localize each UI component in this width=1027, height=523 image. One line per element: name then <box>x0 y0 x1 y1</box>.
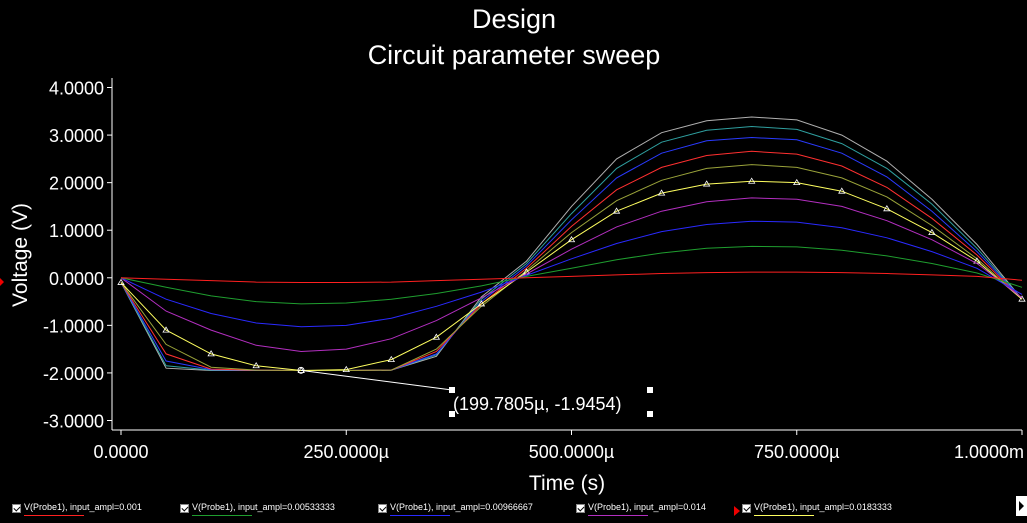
legend-checkbox[interactable] <box>180 504 189 513</box>
x-tick-label: 500.0000µ <box>529 442 614 462</box>
series-line-2 <box>120 220 1023 328</box>
series-point <box>432 333 441 340</box>
legend-label: V(Probe1), input_ampl=0.00533333 <box>192 502 335 512</box>
x-axis-label: Time (s) <box>529 472 605 495</box>
series-point <box>342 365 350 372</box>
series-point <box>838 187 846 194</box>
y-tick-label: -1.0000 <box>43 316 104 336</box>
series-point <box>567 235 576 243</box>
series-line-0 <box>120 271 1023 283</box>
series-point <box>207 350 215 357</box>
y-tick-label: 0.0000 <box>49 269 104 289</box>
y-tick-label: 2.0000 <box>49 174 104 194</box>
series-point <box>793 178 801 186</box>
annotation-leader <box>300 369 453 391</box>
x-tick-label: 250.0000µ <box>304 442 389 462</box>
series-point <box>657 189 666 196</box>
series-line-6 <box>120 150 1023 371</box>
series-point <box>117 278 125 285</box>
series-line-9 <box>120 116 1023 371</box>
y-tick-label: -2.0000 <box>43 364 104 384</box>
series-point <box>162 326 170 333</box>
legend-label: V(Probe1), input_ampl=0.014 <box>588 502 706 512</box>
series-point <box>883 205 891 212</box>
series-point <box>702 180 711 187</box>
series-point <box>477 300 486 307</box>
legend-checkbox[interactable] <box>742 504 751 513</box>
cursor-marker-icon[interactable] <box>0 278 4 286</box>
chart-subtitle: Circuit parameter sweep <box>368 40 661 70</box>
y-tick-label: 3.0000 <box>49 126 104 146</box>
x-tick-label: 1.0000m <box>954 442 1024 462</box>
series-line-3 <box>120 197 1023 353</box>
series-line-7 <box>120 136 1023 371</box>
series-point <box>252 362 260 369</box>
legend-label: V(Probe1), input_ampl=0.0183333 <box>754 502 892 512</box>
annotation-handle[interactable] <box>647 411 653 417</box>
annotation-handle[interactable] <box>647 387 653 393</box>
series-line-1 <box>120 245 1023 305</box>
annotation-label[interactable]: (199.7805µ, -1.9454) <box>453 394 622 414</box>
legend-label: V(Probe1), input_ampl=0.001 <box>24 502 142 512</box>
legend-scroll-right-icon[interactable] <box>1016 496 1027 516</box>
x-tick-label: 0.0000 <box>93 442 148 462</box>
legend-checkbox[interactable] <box>378 504 387 513</box>
y-tick-label: 4.0000 <box>49 79 104 99</box>
series-point <box>612 207 621 214</box>
y-tick-label: 1.0000 <box>49 221 104 241</box>
series-line-4 <box>120 180 1023 372</box>
legend-label: V(Probe1), input_ampl=0.00966667 <box>390 502 533 512</box>
y-axis-label: Voltage (V) <box>9 203 32 307</box>
series-line-8 <box>120 125 1023 371</box>
legend: V(Probe1), input_ampl=0.001 V(Probe1), in… <box>0 496 1027 523</box>
series-point <box>387 355 396 363</box>
series-point <box>1018 295 1026 302</box>
plot-area: 4.0000 3.0000 2.0000 1.0000 0.0000 -1.0000 -2.… <box>43 79 1026 462</box>
legend-swatch <box>754 515 814 516</box>
series-point <box>747 177 756 184</box>
legend-swatch <box>390 515 450 516</box>
annotation-handle[interactable] <box>449 411 455 417</box>
legend-checkbox[interactable] <box>576 504 585 513</box>
legend-checkbox[interactable] <box>12 504 21 513</box>
annotation-handle[interactable] <box>449 387 455 393</box>
legend-swatch <box>588 515 648 516</box>
legend-swatch <box>24 515 84 516</box>
series-point <box>928 228 936 235</box>
x-tick-label: 750.0000µ <box>754 442 839 462</box>
selected-series-marker-icon <box>734 506 740 516</box>
y-tick-label: -3.0000 <box>43 411 104 431</box>
chart-title: Design <box>472 4 556 34</box>
series-line-5 <box>120 164 1023 371</box>
legend-swatch <box>192 515 252 516</box>
